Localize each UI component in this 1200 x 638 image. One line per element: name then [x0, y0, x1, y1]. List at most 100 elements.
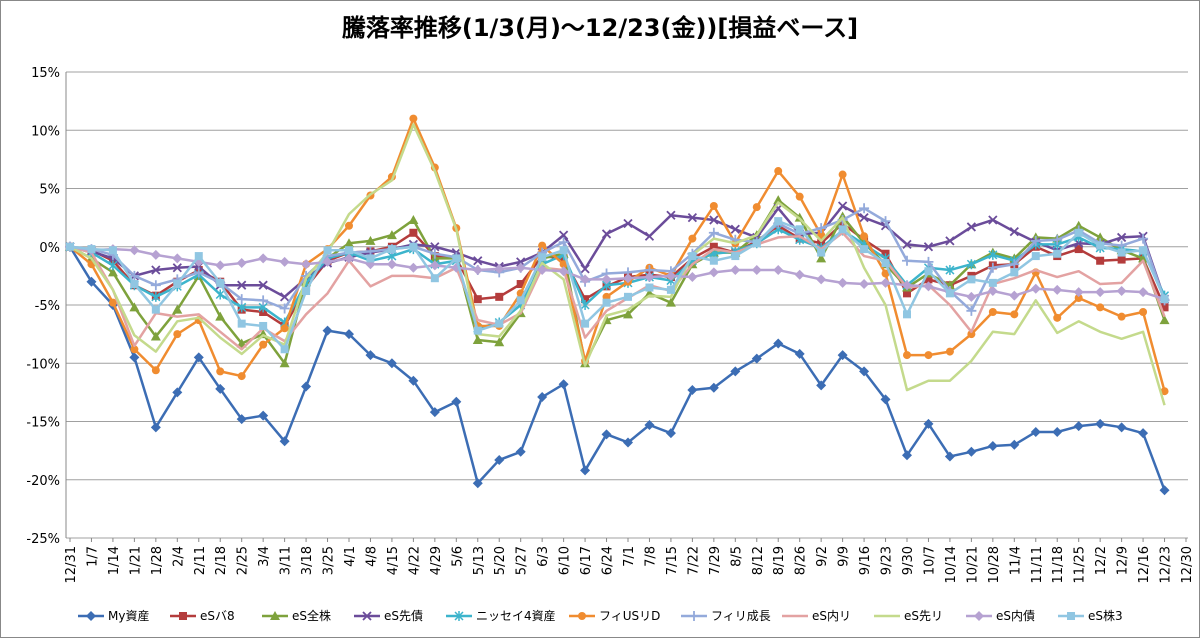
- data-point: [558, 237, 569, 248]
- data-point: [129, 245, 140, 256]
- legend-label: eS内債: [996, 608, 1035, 623]
- data-point: [495, 319, 504, 328]
- x-tick-label: 12/16: [1137, 546, 1152, 583]
- data-point: [66, 242, 74, 251]
- data-point: [687, 212, 698, 223]
- data-point: [903, 310, 911, 319]
- data-point: [151, 265, 161, 275]
- data-point: [151, 305, 160, 314]
- data-point: [1117, 255, 1126, 264]
- data-point: [87, 245, 96, 254]
- data-point: [1096, 303, 1105, 312]
- x-tick-label: 12/31: [64, 546, 79, 583]
- data-point: [1053, 249, 1062, 258]
- data-point: [1095, 232, 1106, 242]
- x-tick-label: 6/24: [601, 546, 616, 575]
- legend-marker: [86, 611, 96, 621]
- data-point: [945, 265, 955, 276]
- data-point: [130, 280, 139, 289]
- x-tick-label: 7/1: [622, 546, 637, 567]
- data-point: [1009, 259, 1020, 270]
- data-point: [1160, 303, 1169, 312]
- data-point: [774, 167, 783, 176]
- data-point: [559, 260, 568, 269]
- data-point: [151, 366, 160, 375]
- x-tick-label: 9/9: [837, 546, 852, 567]
- data-point: [1138, 233, 1149, 244]
- data-point: [537, 392, 548, 403]
- data-point: [923, 418, 934, 429]
- x-tick-label: 11/4: [1008, 546, 1023, 575]
- x-tick-label: 6/10: [558, 546, 573, 575]
- data-point: [279, 358, 290, 368]
- data-point: [430, 274, 439, 283]
- data-point: [473, 326, 482, 335]
- data-point: [558, 230, 569, 240]
- data-point: [731, 252, 740, 261]
- series-line: [68, 246, 1166, 491]
- x-tick-label: 5/6: [450, 546, 465, 567]
- legend-marker: [270, 611, 280, 620]
- data-point: [280, 345, 289, 354]
- data-point: [215, 383, 226, 394]
- legend-label: My資産: [108, 608, 149, 623]
- x-tick-label: 2/4: [171, 546, 186, 567]
- data-point: [773, 265, 784, 276]
- legend-marker: [454, 611, 464, 621]
- data-point: [1074, 228, 1083, 237]
- x-tick-label: 10/14: [944, 546, 959, 583]
- y-tick-label: -20%: [26, 474, 60, 489]
- data-point: [494, 337, 505, 347]
- data-point: [709, 256, 718, 265]
- data-point: [1095, 287, 1106, 298]
- data-point: [1053, 313, 1062, 322]
- data-point: [108, 246, 117, 255]
- data-point: [151, 291, 161, 302]
- data-point: [193, 267, 204, 278]
- series-line: [69, 245, 1165, 301]
- x-tick-label: 12/9: [1116, 546, 1131, 575]
- x-tick-label: 6/3: [536, 546, 551, 567]
- x-tick-label: 2/18: [214, 546, 229, 575]
- data-point: [966, 222, 977, 232]
- data-point: [924, 267, 933, 276]
- data-point: [409, 114, 418, 123]
- data-point: [1116, 232, 1127, 243]
- data-point: [279, 292, 290, 302]
- data-point: [516, 280, 525, 289]
- data-point: [107, 267, 118, 277]
- data-point: [86, 276, 97, 287]
- data-point: [1073, 220, 1084, 230]
- y-tick-label: -15%: [26, 416, 60, 431]
- data-point: [344, 253, 354, 264]
- data-point: [559, 246, 568, 255]
- series-line: [69, 117, 1166, 392]
- data-point: [386, 230, 397, 240]
- data-point: [580, 465, 591, 476]
- data-point: [323, 246, 332, 255]
- data-point: [580, 274, 591, 285]
- data-point: [215, 311, 226, 321]
- data-point: [795, 225, 804, 234]
- data-point: [129, 302, 140, 312]
- data-point: [129, 352, 140, 363]
- data-point: [645, 283, 654, 292]
- x-tick-label: 9/23: [880, 546, 895, 575]
- data-point: [408, 214, 419, 224]
- data-point: [923, 281, 934, 292]
- data-point: [1010, 310, 1019, 319]
- x-tick-label: 11/18: [1051, 546, 1066, 583]
- data-point: [258, 410, 269, 421]
- data-point: [495, 292, 504, 301]
- data-point: [838, 225, 847, 234]
- data-point: [494, 454, 505, 465]
- data-point: [558, 379, 569, 390]
- data-point: [903, 351, 911, 360]
- x-tick-label: 12/2: [1094, 546, 1109, 575]
- data-point: [473, 256, 483, 266]
- data-point: [237, 280, 247, 290]
- data-point: [108, 260, 118, 271]
- x-tick-label: 8/5: [729, 546, 744, 567]
- series-line: [69, 207, 1166, 313]
